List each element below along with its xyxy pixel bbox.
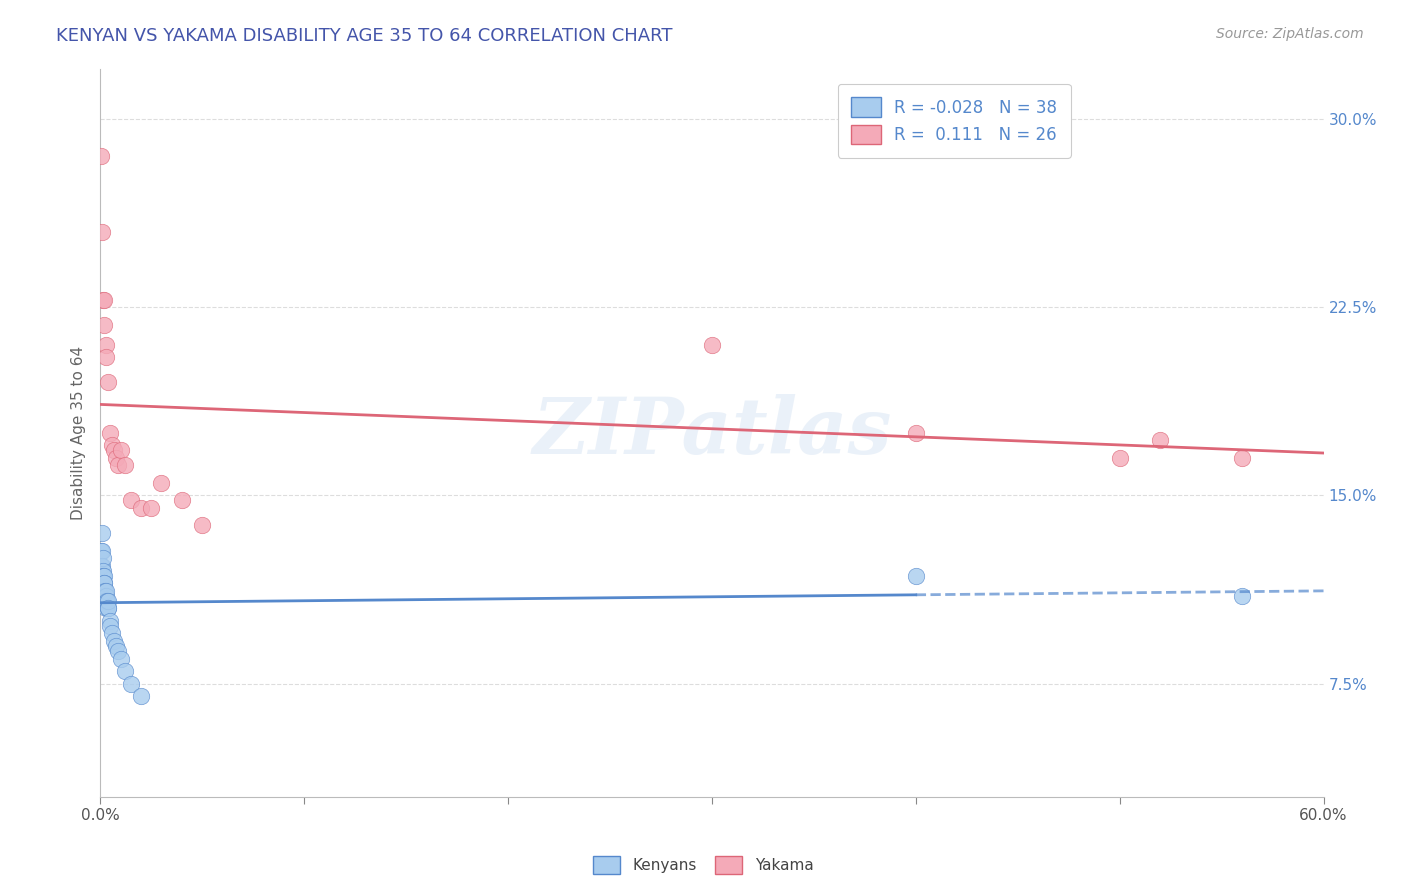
Point xyxy=(96,589,118,603)
Point xyxy=(110,443,132,458)
Point xyxy=(101,438,124,452)
Point xyxy=(107,458,129,473)
Point xyxy=(1230,589,1253,603)
Point xyxy=(129,500,152,515)
Point xyxy=(1108,450,1130,465)
Point xyxy=(97,594,120,608)
Point xyxy=(114,664,136,678)
Point xyxy=(98,614,121,628)
Point xyxy=(129,690,152,704)
Point xyxy=(120,493,142,508)
Point xyxy=(91,543,114,558)
Point xyxy=(107,644,129,658)
Point xyxy=(91,293,114,307)
Legend: R = -0.028   N = 38, R =  0.111   N = 26: R = -0.028 N = 38, R = 0.111 N = 26 xyxy=(838,84,1070,158)
Point xyxy=(91,526,114,541)
Point xyxy=(96,594,118,608)
Point xyxy=(96,594,118,608)
Point xyxy=(93,293,115,307)
Text: Source: ZipAtlas.com: Source: ZipAtlas.com xyxy=(1216,27,1364,41)
Point xyxy=(103,443,125,458)
Point xyxy=(93,576,115,591)
Point xyxy=(90,149,112,163)
Point xyxy=(91,568,114,582)
Point xyxy=(91,225,114,239)
Point xyxy=(700,337,723,351)
Point xyxy=(93,568,115,582)
Point xyxy=(1149,433,1171,447)
Point xyxy=(96,601,118,615)
Point xyxy=(94,583,117,598)
Point xyxy=(103,634,125,648)
Point xyxy=(110,651,132,665)
Point xyxy=(93,594,115,608)
Point xyxy=(904,568,927,582)
Point xyxy=(170,493,193,508)
Legend: Kenyans, Yakama: Kenyans, Yakama xyxy=(586,850,820,880)
Point xyxy=(97,601,120,615)
Point xyxy=(91,551,114,566)
Point xyxy=(96,351,118,365)
Point xyxy=(90,558,112,573)
Text: KENYAN VS YAKAMA DISABILITY AGE 35 TO 64 CORRELATION CHART: KENYAN VS YAKAMA DISABILITY AGE 35 TO 64… xyxy=(56,27,672,45)
Point xyxy=(98,619,121,633)
Point xyxy=(93,576,115,591)
Point xyxy=(96,594,118,608)
Point xyxy=(97,601,120,615)
Point xyxy=(96,337,118,351)
Point xyxy=(91,568,114,582)
Point xyxy=(90,543,112,558)
Point xyxy=(191,518,214,533)
Point xyxy=(91,558,114,573)
Point xyxy=(93,318,115,332)
Point xyxy=(98,425,121,440)
Point xyxy=(97,376,120,390)
Point xyxy=(101,626,124,640)
Point xyxy=(94,594,117,608)
Y-axis label: Disability Age 35 to 64: Disability Age 35 to 64 xyxy=(72,345,86,520)
Point xyxy=(1230,450,1253,465)
Point xyxy=(150,475,173,490)
Point xyxy=(120,676,142,690)
Text: ZIPatlas: ZIPatlas xyxy=(531,394,891,471)
Point xyxy=(93,583,115,598)
Point xyxy=(91,564,114,578)
Point xyxy=(105,450,128,465)
Point xyxy=(96,583,118,598)
Point xyxy=(93,589,115,603)
Point xyxy=(139,500,162,515)
Point xyxy=(904,425,927,440)
Point xyxy=(114,458,136,473)
Point xyxy=(105,639,128,653)
